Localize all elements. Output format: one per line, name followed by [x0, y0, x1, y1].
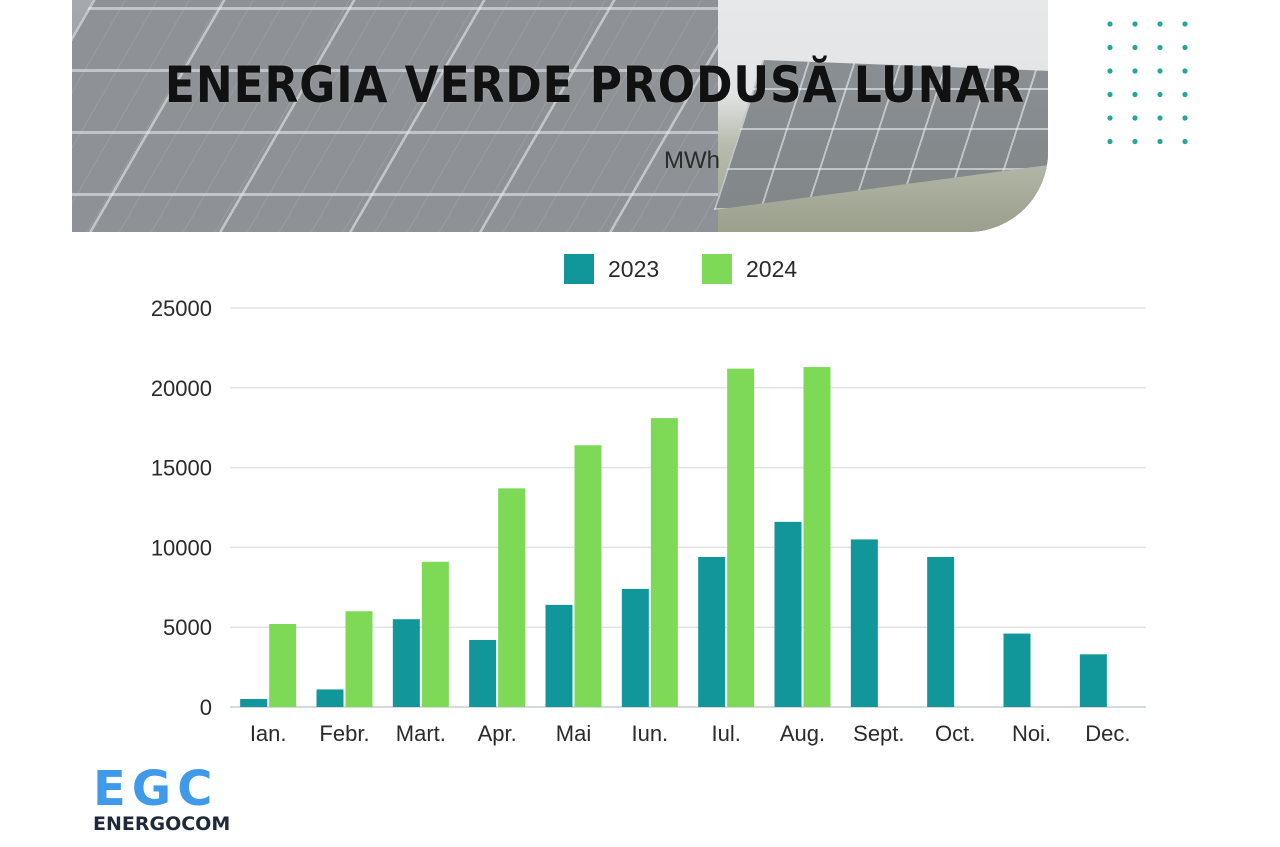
- y-tick-label: 0: [200, 695, 212, 720]
- bar-2023: [1079, 654, 1107, 707]
- x-tick-label: Noi.: [1012, 721, 1051, 746]
- bar-2023: [774, 521, 802, 707]
- bar-2024: [498, 488, 526, 707]
- y-tick-label: 5000: [163, 615, 212, 640]
- bar-2023: [469, 639, 497, 707]
- logo-name: ENERGOCOM: [93, 813, 231, 835]
- bar-2024: [650, 418, 678, 707]
- legend-swatch-2024: [702, 254, 732, 284]
- bar-2024: [345, 611, 373, 707]
- bar-2024: [421, 561, 449, 707]
- egc-logo: EGC ENERGOCOM: [93, 765, 230, 835]
- y-tick-label: 20000: [151, 376, 212, 401]
- bar-2023: [698, 556, 726, 707]
- logo-mark: EGC: [93, 761, 219, 817]
- legend-item-2024: 2024: [702, 254, 797, 284]
- dot-grid-decoration: [1107, 21, 1188, 145]
- chart-unit: MWh: [664, 147, 720, 174]
- bar-2023: [621, 588, 649, 707]
- x-tick-label: Apr.: [478, 721, 517, 746]
- chart-title: ENERGIA VERDE PRODUSĂ LUNAR: [164, 56, 1026, 114]
- y-tick-label: 25000: [151, 296, 212, 321]
- x-tick-label: Oct.: [935, 721, 975, 746]
- x-tick-label: Mart.: [396, 721, 446, 746]
- y-tick-label: 15000: [151, 456, 212, 481]
- x-tick-label: Febr.: [319, 721, 369, 746]
- bar-2023: [927, 556, 955, 707]
- legend-swatch-2023: [564, 254, 594, 284]
- header-photo: [72, 0, 1048, 232]
- bar-2024: [803, 367, 831, 707]
- x-tick-label: Sept.: [853, 721, 904, 746]
- x-tick-label: Iul.: [711, 721, 740, 746]
- bar-2024: [269, 624, 297, 707]
- bar-2023: [850, 539, 878, 707]
- x-tick-label: Aug.: [780, 721, 825, 746]
- x-tick-label: Mai: [556, 721, 591, 746]
- bar-2024: [574, 445, 602, 707]
- x-tick-label: Iun.: [631, 721, 668, 746]
- legend-label-2023: 2023: [608, 255, 660, 282]
- bar-2024: [727, 368, 755, 707]
- x-tick-label: Ian.: [250, 721, 287, 746]
- x-tick-label: Dec.: [1085, 721, 1130, 746]
- legend-item-2023: 2023: [564, 254, 659, 284]
- solar-field-background: [718, 0, 1048, 232]
- bar-2023: [392, 619, 420, 707]
- bar-2023: [240, 699, 268, 707]
- legend-label-2024: 2024: [746, 255, 798, 282]
- chart-legend: 2023 2024: [0, 254, 1280, 288]
- bar-2023: [316, 689, 344, 707]
- y-tick-label: 10000: [151, 535, 212, 560]
- bar-2023: [545, 604, 573, 707]
- bar-2023: [1003, 633, 1031, 707]
